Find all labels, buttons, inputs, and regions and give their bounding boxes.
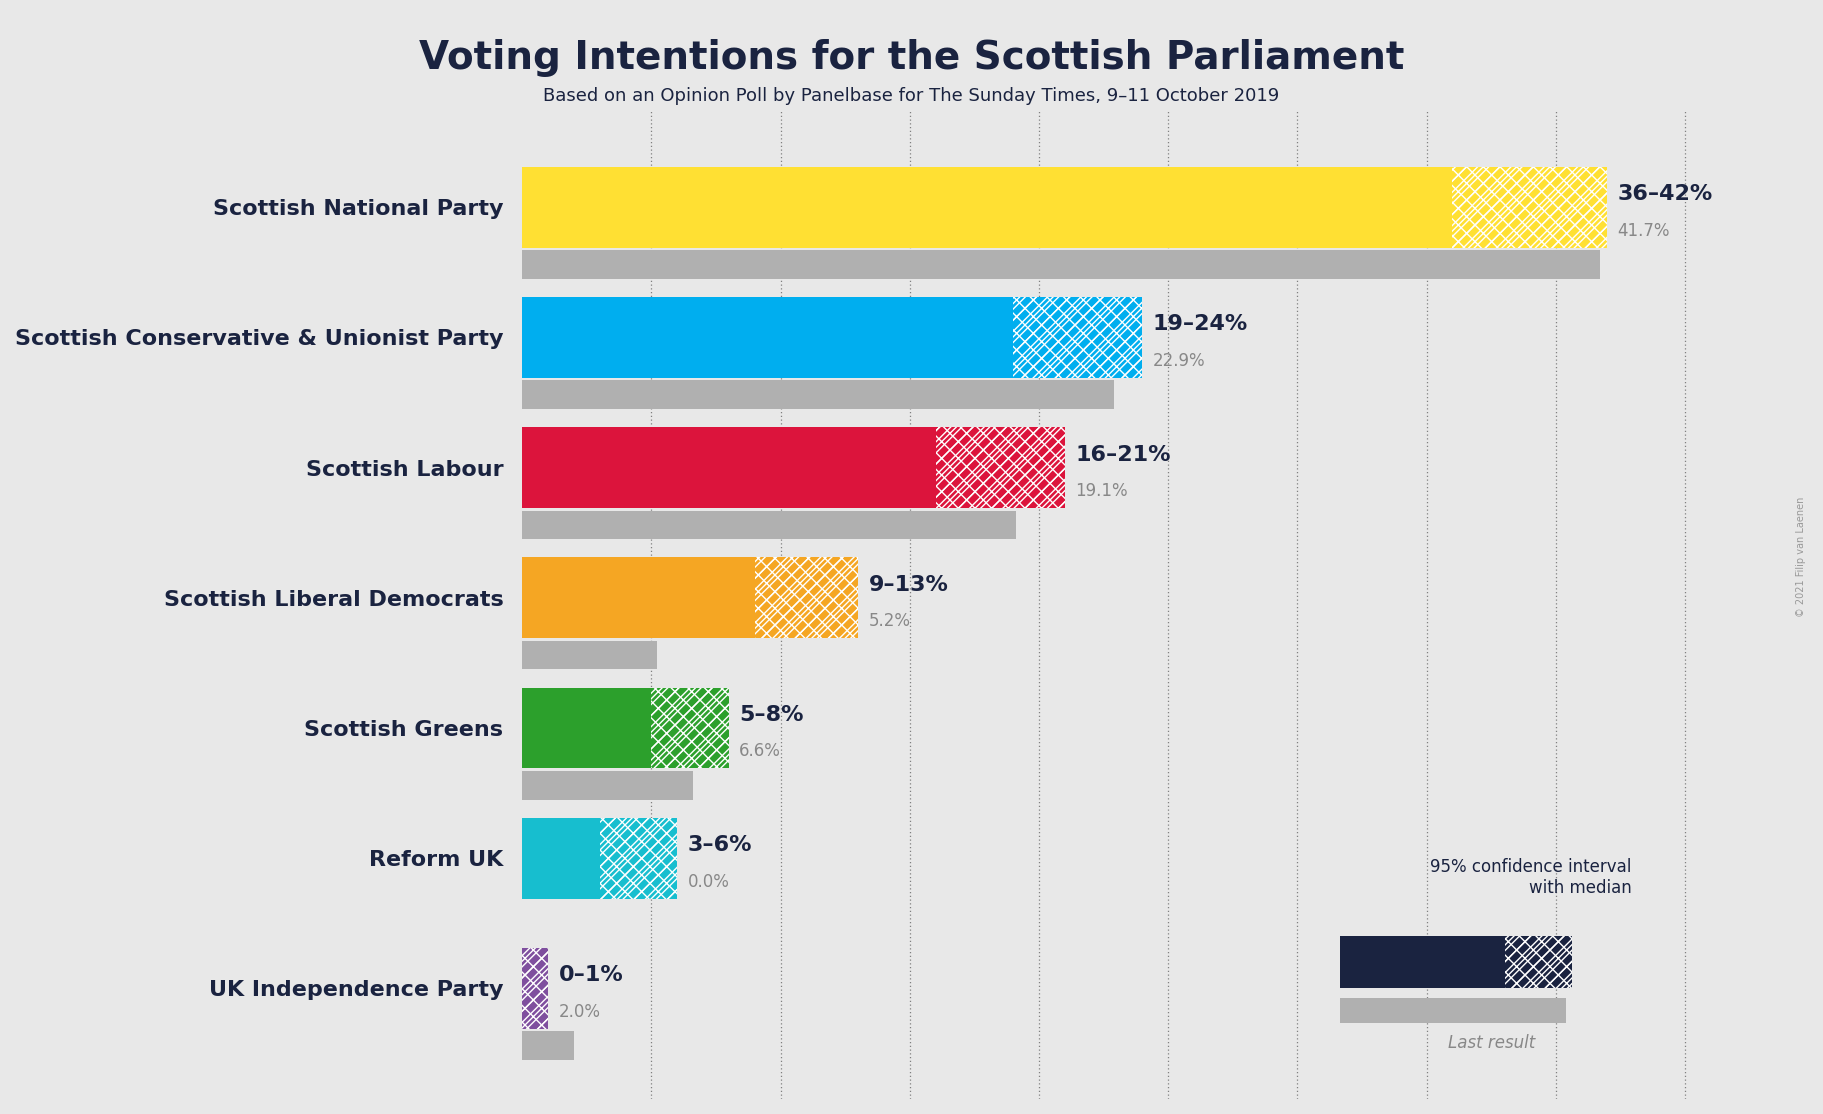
Bar (521, 167, 1453, 247)
Bar (755, 557, 859, 638)
Text: 22.9%: 22.9% (1152, 352, 1205, 370)
Bar (1453, 167, 1608, 247)
Text: 5–8%: 5–8% (740, 705, 804, 725)
Bar (1014, 297, 1143, 378)
Text: 95% confidence interval
with median: 95% confidence interval with median (1431, 858, 1632, 897)
Bar (600, 818, 678, 899)
Text: 36–42%: 36–42% (1617, 184, 1714, 204)
Bar (651, 687, 729, 769)
Bar (935, 428, 1065, 508)
Text: Based on an Opinion Poll by Panelbase for The Sunday Times, 9–11 October 2019: Based on an Opinion Poll by Panelbase fo… (543, 87, 1280, 105)
Bar (935, 428, 1065, 508)
Text: Voting Intentions for the Scottish Parliament: Voting Intentions for the Scottish Parli… (419, 39, 1404, 77)
Bar (521, 381, 1114, 409)
Text: 9–13%: 9–13% (868, 575, 948, 595)
Bar (521, 428, 935, 508)
Text: 16–21%: 16–21% (1076, 444, 1170, 465)
Bar (521, 251, 1599, 278)
Text: © 2021 Filip van Laenen: © 2021 Filip van Laenen (1796, 497, 1807, 617)
Text: 5.2%: 5.2% (868, 613, 910, 631)
Bar (521, 687, 651, 769)
Bar (1453, 167, 1608, 247)
Bar (1453, 167, 1608, 247)
Bar (1506, 936, 1571, 988)
Text: 0–1%: 0–1% (558, 966, 623, 986)
Bar (600, 818, 678, 899)
Bar (521, 771, 693, 800)
Bar (935, 428, 1065, 508)
Bar (651, 687, 729, 769)
Text: 2.0%: 2.0% (558, 1003, 600, 1020)
Bar (521, 641, 656, 670)
Text: Last result: Last result (1447, 1034, 1535, 1052)
Bar (1014, 297, 1143, 378)
Text: 19.1%: 19.1% (1076, 482, 1128, 500)
Bar (1340, 936, 1506, 988)
Bar (755, 557, 859, 638)
Bar (521, 297, 1014, 378)
Text: 19–24%: 19–24% (1152, 314, 1249, 334)
Bar (521, 948, 549, 1028)
Bar (1014, 297, 1143, 378)
Bar (521, 818, 600, 899)
Bar (755, 557, 859, 638)
Bar (1506, 936, 1571, 988)
Text: 3–6%: 3–6% (687, 836, 753, 856)
Bar (651, 687, 729, 769)
Text: 41.7%: 41.7% (1617, 222, 1670, 240)
Text: 0.0%: 0.0% (687, 872, 729, 890)
Bar (521, 557, 755, 638)
Bar (521, 948, 549, 1028)
Bar (1340, 998, 1566, 1023)
Bar (600, 818, 678, 899)
Bar (521, 510, 1015, 539)
Bar (521, 1032, 574, 1059)
Bar (521, 948, 549, 1028)
Bar (1506, 936, 1571, 988)
Text: 6.6%: 6.6% (740, 742, 782, 761)
